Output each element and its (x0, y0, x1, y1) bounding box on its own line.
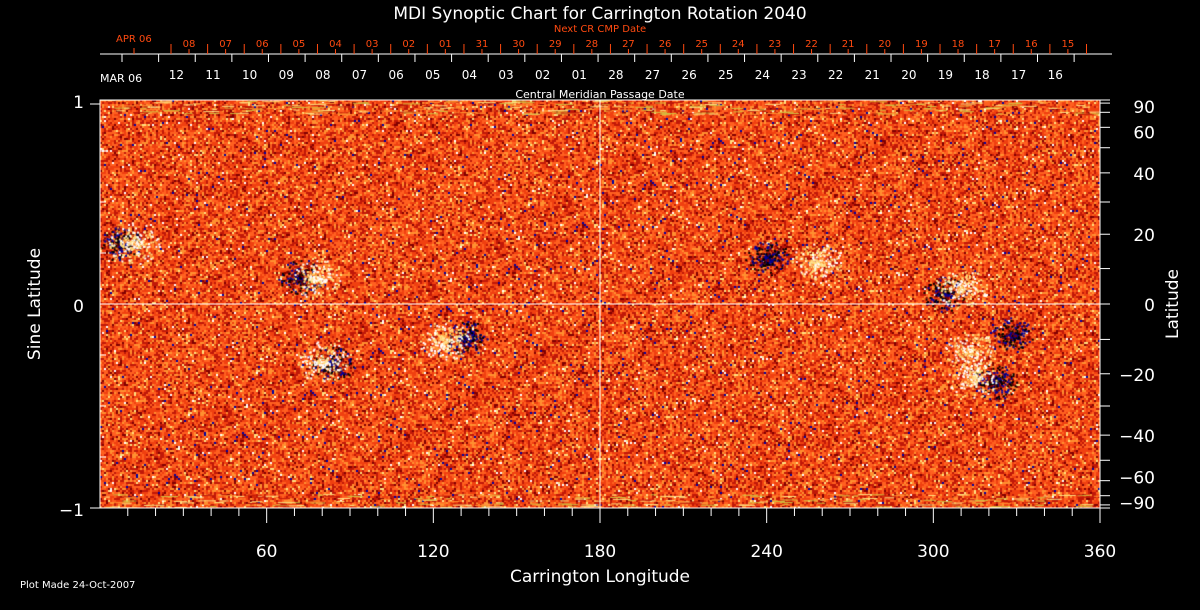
chart-title: MDI Synoptic Chart for Carrington Rotati… (393, 4, 806, 24)
next-cr-date-label: 25 (695, 39, 708, 50)
y2-tick-label: −60 (1119, 469, 1155, 489)
y2-tick-label: −20 (1119, 366, 1155, 386)
cmp-date-label: 07 (352, 68, 367, 82)
x-tick-label: 300 (917, 542, 949, 562)
cmp-date-label: 25 (718, 68, 733, 82)
x-tick-label: 120 (417, 542, 449, 562)
cmp-date-label: 16 (1048, 68, 1063, 82)
next-cr-axis-label: Next CR CMP Date (554, 24, 646, 35)
next-cr-date-label: 01 (439, 39, 452, 50)
cmp-date-label: 05 (425, 68, 440, 82)
cmp-date-label: 23 (791, 68, 806, 82)
cmp-date-label: 26 (681, 68, 696, 82)
next-cr-date-label: 20 (878, 39, 891, 50)
next-cr-date-label: 21 (842, 39, 855, 50)
next-cr-date-label: 29 (549, 39, 562, 50)
next-cr-date-label: 30 (512, 39, 525, 50)
y-tick-label: −1 (59, 501, 84, 521)
next-cr-date-label: 24 (732, 39, 745, 50)
y2-tick-label: −90 (1119, 494, 1155, 514)
y-tick-label: 1 (73, 93, 84, 113)
next-cr-date-label: 23 (769, 39, 782, 50)
next-cr-date-label: 22 (805, 39, 818, 50)
cmp-axis-label: Central Meridian Passage Date (515, 88, 684, 101)
footer-plot-made: Plot Made 24-Oct-2007 (20, 580, 136, 591)
cmp-date-label: 08 (315, 68, 330, 82)
next-cr-date-label: 08 (183, 39, 196, 50)
cmp-date-label: 03 (498, 68, 513, 82)
y2-tick-label: −40 (1119, 427, 1155, 447)
cmp-date-label: 11 (205, 68, 220, 82)
next-cr-date-label: 31 (476, 39, 489, 50)
next-cr-date-label: 19 (915, 39, 928, 50)
cmp-date-label: 20 (901, 68, 916, 82)
x-tick-label: 360 (1084, 542, 1116, 562)
cmp-date-label: 12 (169, 68, 184, 82)
next-cr-date-label: 27 (622, 39, 635, 50)
cmp-date-label: 10 (242, 68, 257, 82)
cmp-date-label: 19 (938, 68, 953, 82)
cmp-date-label: 28 (608, 68, 623, 82)
next-cr-date-label: 06 (256, 39, 269, 50)
cmp-date-label: 01 (572, 68, 587, 82)
next-cr-month-label: APR 06 (116, 34, 152, 45)
next-cr-date-label: 15 (1062, 39, 1075, 50)
y2-axis-label: Latitude (1163, 269, 1183, 339)
cmp-date-label: 04 (462, 68, 477, 82)
cmp-month-label: MAR 06 (100, 72, 142, 85)
next-cr-date-label: 28 (585, 39, 598, 50)
y2-tick-label: 20 (1133, 226, 1155, 246)
y-tick-label: 0 (73, 297, 84, 317)
y2-tick-label: 0 (1144, 296, 1155, 316)
x-tick-label: 240 (750, 542, 782, 562)
x-tick-label: 180 (584, 542, 616, 562)
x-axis-label: Carrington Longitude (510, 567, 690, 587)
next-cr-date-label: 03 (366, 39, 379, 50)
next-cr-date-label: 07 (219, 39, 232, 50)
y2-tick-label: 90 (1133, 98, 1155, 118)
next-cr-date-label: 17 (988, 39, 1001, 50)
cmp-date-label: 17 (1011, 68, 1026, 82)
cmp-date-label: 27 (645, 68, 660, 82)
cmp-date-label: 22 (828, 68, 843, 82)
next-cr-date-label: 26 (659, 39, 672, 50)
next-cr-date-label: 16 (1025, 39, 1038, 50)
y-axis-label: Sine Latitude (25, 248, 45, 360)
cmp-date-label: 24 (755, 68, 770, 82)
cmp-date-label: 06 (389, 68, 404, 82)
y2-tick-label: 60 (1133, 123, 1155, 143)
next-cr-date-label: 02 (402, 39, 415, 50)
cmp-date-label: 18 (974, 68, 989, 82)
cmp-date-label: 02 (535, 68, 550, 82)
next-cr-date-label: 18 (952, 39, 965, 50)
next-cr-date-label: 04 (329, 39, 342, 50)
x-tick-label: 60 (256, 542, 278, 562)
next-cr-date-label: 05 (292, 39, 305, 50)
cmp-date-label: 09 (279, 68, 294, 82)
y2-tick-label: 40 (1133, 165, 1155, 185)
cmp-date-label: 21 (865, 68, 880, 82)
